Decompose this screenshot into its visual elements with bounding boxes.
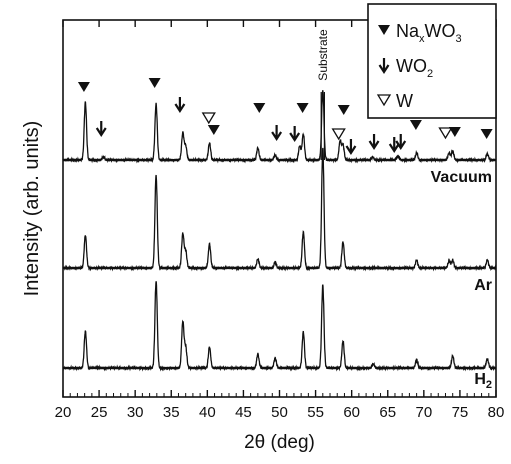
substrate-label: Substrate <box>316 29 330 81</box>
x-tick-label: 55 <box>307 404 324 421</box>
filled-triangle-down-icon <box>409 120 422 130</box>
series-label-h2: H2 <box>474 371 492 391</box>
arrow-down-icon <box>388 137 400 154</box>
filled-triangle-down-icon <box>77 82 90 92</box>
arrow-head <box>345 145 357 156</box>
x-tick-label: 40 <box>199 404 216 421</box>
arrow-head <box>271 131 283 142</box>
legend-subscript: x <box>419 33 425 45</box>
series-group <box>62 90 497 372</box>
arrow-head <box>388 143 400 154</box>
open-triangle-down-icon <box>201 112 216 125</box>
x-tick-label: 70 <box>415 404 432 421</box>
arrow-head <box>378 64 390 75</box>
filled-triangle-down-icon <box>337 105 350 115</box>
x-tick-label: 75 <box>452 404 469 421</box>
series-line-h2 <box>62 281 497 372</box>
y-axis-label: Intensity (arb. units) <box>21 121 43 297</box>
arrow-down-icon <box>395 134 407 151</box>
filled-triangle-down-icon <box>148 78 161 88</box>
series-line-vacuum <box>62 90 497 164</box>
x-tick-label: 50 <box>271 404 288 421</box>
series-label-vacuum: Vacuum <box>431 169 492 186</box>
x-tick-label: 80 <box>488 404 505 421</box>
legend-label-part: WO <box>425 21 456 41</box>
arrow-down-icon <box>289 126 301 143</box>
arrow-head <box>395 140 407 151</box>
legend-label: W <box>396 91 413 111</box>
series-line-ar <box>62 147 497 272</box>
filled-triangle-down-icon <box>207 125 220 135</box>
series-labels: Vacuum Ar H2 <box>431 169 492 391</box>
x-axis: 20 25 30 35 40 45 50 55 60 65 70 75 80 <box>55 20 505 421</box>
x-tick-label: 20 <box>55 404 72 421</box>
open-triangle-down-icon <box>438 127 453 140</box>
legend-box <box>367 3 497 119</box>
arrow-down-icon <box>174 97 186 114</box>
x-tick-label: 35 <box>163 404 180 421</box>
arrow-down-icon <box>378 58 390 75</box>
arrow-head <box>95 127 107 138</box>
arrow-head <box>289 132 301 143</box>
x-tick-label: 25 <box>91 404 108 421</box>
open-triangle-down-icon <box>376 94 392 107</box>
x-axis-label: 2θ (deg) <box>244 432 315 453</box>
arrow-down-icon <box>271 125 283 142</box>
phase-markers <box>77 78 493 156</box>
arrow-down-icon <box>95 121 107 138</box>
x-tick-label: 30 <box>127 404 144 421</box>
filled-triangle-down-icon <box>296 103 309 113</box>
filled-triangle-down-icon <box>378 25 390 35</box>
filled-triangle-down-icon <box>448 127 461 137</box>
open-triangle-down-icon <box>331 128 346 141</box>
legend-subscript: 3 <box>456 33 462 45</box>
substrate-annotation: Substrate <box>316 29 330 160</box>
arrow-down-icon <box>345 139 357 156</box>
arrow-down-icon <box>368 134 380 151</box>
x-tick-label: 45 <box>235 404 252 421</box>
series-label-subscript: 2 <box>486 379 492 391</box>
filled-triangle-down-icon <box>253 103 266 113</box>
arrow-head <box>174 103 186 114</box>
legend-subscript: 2 <box>427 68 433 80</box>
x-tick-label: 65 <box>379 404 396 421</box>
filled-triangle-down-icon <box>480 129 493 139</box>
arrow-head <box>368 140 380 151</box>
x-tick-label: 60 <box>343 404 360 421</box>
series-label-ar: Ar <box>474 277 492 294</box>
